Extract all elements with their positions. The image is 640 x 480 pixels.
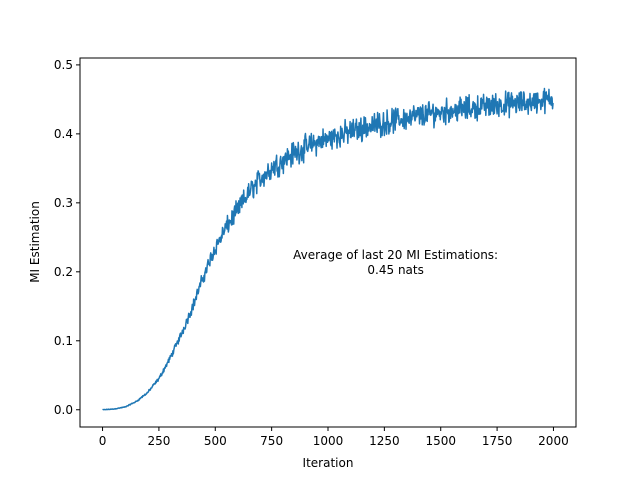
x-tick-label: 1250 bbox=[369, 434, 400, 448]
annotation-box: Average of last 20 MI Estimations: 0.45 … bbox=[293, 248, 498, 277]
y-tick-label: 0.2 bbox=[54, 265, 73, 279]
x-tick-label: 500 bbox=[204, 434, 227, 448]
x-axis-label: Iteration bbox=[303, 456, 354, 470]
x-tick-label: 1000 bbox=[313, 434, 344, 448]
y-axis-ticks: 0.0 0.1 0.2 0.3 0.4 0.5 bbox=[54, 58, 80, 417]
x-tick-label: 2000 bbox=[538, 434, 569, 448]
x-axis-ticks: 0 250 500 750 1000 1250 1500 1750 2000 bbox=[99, 427, 569, 448]
plot-line-group bbox=[102, 87, 555, 411]
series-line bbox=[102, 87, 555, 411]
y-axis-label: MI Estimation bbox=[28, 201, 42, 283]
x-tick-label: 0 bbox=[99, 434, 107, 448]
x-tick-label: 250 bbox=[147, 434, 170, 448]
y-tick-label: 0.4 bbox=[54, 127, 73, 141]
y-tick-label: 0.1 bbox=[54, 334, 73, 348]
y-tick-label: 0.3 bbox=[54, 196, 73, 210]
y-tick-label: 0.0 bbox=[54, 403, 73, 417]
y-tick-label: 0.5 bbox=[54, 58, 73, 72]
annotation-line-2: 0.45 nats bbox=[367, 263, 423, 277]
x-tick-label: 750 bbox=[260, 434, 283, 448]
x-tick-label: 1500 bbox=[425, 434, 456, 448]
annotation-line-1: Average of last 20 MI Estimations: bbox=[293, 248, 498, 262]
x-tick-label: 1750 bbox=[482, 434, 513, 448]
